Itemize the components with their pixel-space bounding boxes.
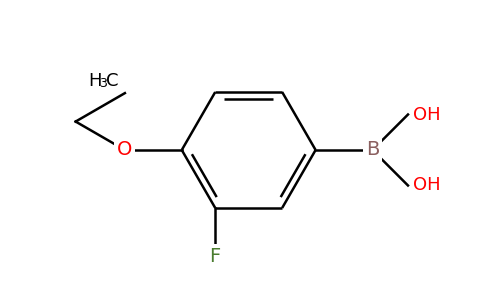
Text: C: C [106,72,119,90]
Text: OH: OH [413,176,441,194]
Text: OH: OH [413,106,441,124]
Text: H: H [88,72,102,90]
Text: O: O [117,140,133,160]
Text: F: F [210,247,221,266]
Text: 3: 3 [100,77,107,90]
Text: B: B [366,140,379,160]
